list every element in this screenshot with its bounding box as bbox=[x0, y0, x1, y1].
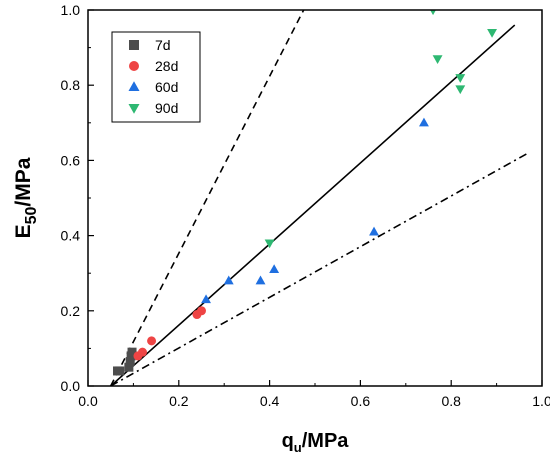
legend-marker-90d bbox=[128, 104, 140, 114]
y-axis-title: E50/MPa bbox=[12, 157, 40, 238]
x-axis-title-sub: u bbox=[294, 440, 302, 455]
point-90d bbox=[455, 74, 466, 83]
legend-marker-28d bbox=[129, 61, 139, 71]
point-90d bbox=[432, 55, 443, 65]
point-60d bbox=[255, 275, 266, 285]
x-tick-label: 0.0 bbox=[78, 393, 98, 409]
point-7d bbox=[125, 357, 135, 367]
x-tick-label: 0.8 bbox=[441, 393, 461, 409]
legend-label-28d: 28d bbox=[155, 58, 178, 74]
solid-fit-line bbox=[110, 24, 516, 386]
legend-marker-7d bbox=[129, 40, 139, 50]
dashdot-fit-line bbox=[110, 152, 529, 386]
y-tick-label: 0.4 bbox=[61, 228, 81, 244]
y-axis-title-sub: 50 bbox=[23, 207, 40, 225]
point-28d bbox=[137, 347, 147, 357]
fit-lines bbox=[109, 10, 529, 386]
y-tick-label: 0.0 bbox=[61, 378, 81, 394]
point-60d bbox=[369, 226, 379, 236]
point-7d bbox=[115, 366, 125, 376]
point-90d bbox=[455, 85, 466, 95]
y-tick-label: 1.0 bbox=[61, 2, 81, 18]
y-tick-label: 0.6 bbox=[61, 152, 81, 168]
point-7d bbox=[127, 347, 137, 357]
x-tick-label: 1.0 bbox=[532, 393, 550, 409]
point-90d bbox=[487, 28, 498, 38]
y-axis-title-main: E bbox=[12, 224, 35, 238]
point-60d bbox=[269, 264, 280, 274]
point-28d bbox=[147, 336, 157, 346]
axis-ticks: 0.0 0.2 0.4 0.6 0.8 1.0 0.0 0.2 0.4 0.6 0.8 1.0 bbox=[61, 2, 550, 409]
x-axis-title-unit: /MPa bbox=[302, 430, 350, 452]
legend-label-90d: 90d bbox=[155, 100, 178, 116]
legend-marker-60d bbox=[128, 81, 140, 91]
data-points bbox=[113, 10, 498, 376]
y-axis-title-unit: /MPa bbox=[12, 157, 35, 206]
point-60d bbox=[419, 117, 429, 127]
x-axis-title-main: q bbox=[282, 430, 294, 452]
point-60d bbox=[223, 275, 234, 285]
legend: 7d 28d 60d 90d bbox=[111, 31, 201, 123]
x-axis-title: qu/MPa bbox=[282, 430, 350, 455]
legend-label-60d: 60d bbox=[155, 79, 178, 95]
x-tick-label: 0.4 bbox=[260, 393, 280, 409]
point-90d bbox=[430, 10, 436, 16]
legend-label-7d: 7d bbox=[155, 37, 171, 53]
x-tick-label: 0.6 bbox=[351, 393, 371, 409]
x-tick-label: 0.2 bbox=[169, 393, 189, 409]
point-60d bbox=[201, 294, 211, 304]
point-28d bbox=[197, 306, 206, 316]
y-tick-label: 0.8 bbox=[61, 77, 81, 93]
legend-box bbox=[111, 31, 201, 123]
point-7d bbox=[124, 362, 134, 372]
y-tick-label: 0.2 bbox=[61, 303, 81, 319]
point-90d bbox=[264, 239, 275, 249]
dashed-fit-line bbox=[109, 10, 305, 386]
